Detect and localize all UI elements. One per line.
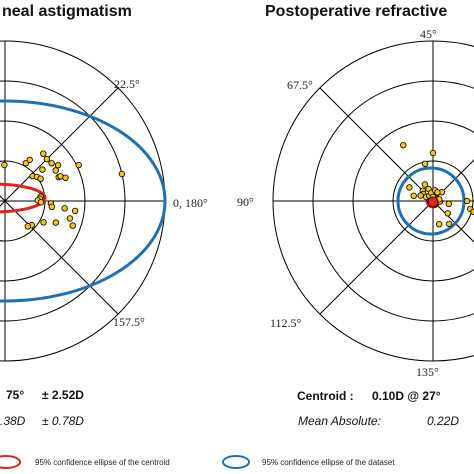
right-centroid-label: Centroid : xyxy=(297,389,354,403)
left-data-point-3 xyxy=(1,161,8,169)
right-data-point-20 xyxy=(445,200,452,207)
left-data-point-8 xyxy=(48,159,55,167)
left-polar-plot: neal astigmatism 22.5° 0, 180° 157.5° 75… xyxy=(0,3,208,428)
right-centroid-value: 0.10D @ 27° xyxy=(372,389,441,403)
right-data-point-1 xyxy=(429,149,437,157)
left-data-point-29 xyxy=(69,222,76,229)
left-data-point-23 xyxy=(37,199,45,206)
left-centroid-angle: 75° xyxy=(6,388,24,402)
left-mean-sd: ± 0.78D xyxy=(42,414,84,428)
right-data-point-0 xyxy=(400,141,407,149)
left-data-point-26 xyxy=(61,205,68,212)
right-data-points xyxy=(400,141,474,228)
left-data-point-30 xyxy=(52,219,59,226)
left-chart-title: neal astigmatism xyxy=(2,3,132,20)
right-tick-45: 45° xyxy=(420,27,437,41)
left-dataset-confidence-ellipse xyxy=(0,99,167,303)
left-tick-0-180: 0, 180° xyxy=(173,196,208,210)
right-polar-plot: Postoperative refractive 45° 67.5° 90° 1… xyxy=(237,3,474,428)
left-data-point-6 xyxy=(40,150,47,157)
legend-dataset-label: 95% confidence ellipse of the dataset xyxy=(262,458,395,467)
legend-dataset-ellipse-swatch xyxy=(222,455,250,469)
right-tick-112-5: 112.5° xyxy=(270,316,302,330)
left-centroid-confidence-ellipse xyxy=(0,182,47,214)
right-data-point-29 xyxy=(445,220,453,228)
right-data-point-3 xyxy=(406,184,413,191)
left-spoke-135 xyxy=(0,195,119,315)
left-tick-157-5: 157.5° xyxy=(113,315,145,329)
legend-centroid-label: 95% confidence ellipse of the centroid xyxy=(35,458,170,467)
left-data-point-12 xyxy=(37,175,44,182)
left-data-point-25 xyxy=(48,203,55,210)
right-tick-90: 90° xyxy=(237,195,254,209)
right-data-point-2 xyxy=(421,160,429,167)
left-data-point-5 xyxy=(26,156,33,164)
left-data-point-7 xyxy=(43,155,51,163)
left-ellipses xyxy=(0,99,167,303)
left-data-point-19 xyxy=(118,170,126,178)
left-data-point-28 xyxy=(66,215,74,222)
right-data-point-9 xyxy=(417,192,424,199)
right-tick-67-5: 67.5° xyxy=(287,78,313,92)
right-data-point-5 xyxy=(421,181,429,188)
right-mean-value: 0.22D xyxy=(427,414,459,428)
left-data-point-27 xyxy=(71,207,79,215)
right-data-point-15 xyxy=(434,189,441,196)
right-data-point-4 xyxy=(410,192,417,199)
left-centroid-value: ± 2.52D xyxy=(42,388,84,402)
left-data-point-31 xyxy=(40,219,47,226)
right-mean-label: Mean Absolute: xyxy=(298,414,381,428)
legend-centroid-ellipse-swatch xyxy=(0,455,21,469)
left-polar-grid xyxy=(0,40,166,362)
left-data-point-17 xyxy=(62,174,69,181)
right-data-point-24 xyxy=(463,197,471,205)
left-data-point-9 xyxy=(39,166,46,173)
left-data-point-13 xyxy=(52,167,59,174)
right-tick-135: 135° xyxy=(416,365,439,379)
right-chart-title: Postoperative refractive xyxy=(265,3,447,20)
left-data-point-14 xyxy=(54,161,62,169)
legend: 95% confidence ellipse of the centroid 9… xyxy=(0,455,395,469)
left-data-point-33 xyxy=(24,223,31,230)
left-data-points xyxy=(1,150,126,230)
left-mean-value: .38D xyxy=(0,414,26,428)
left-data-point-18 xyxy=(75,161,82,169)
left-tick-22-5: 22.5° xyxy=(114,77,140,91)
right-data-point-26 xyxy=(436,220,443,228)
right-data-point-25 xyxy=(444,210,451,217)
right-centroid-marker xyxy=(427,196,439,208)
